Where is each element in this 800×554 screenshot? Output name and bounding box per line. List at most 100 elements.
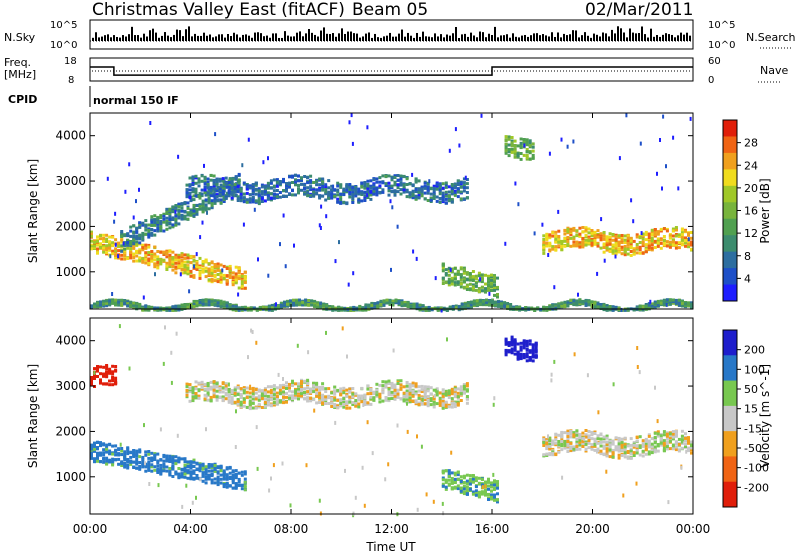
heatmap-cell bbox=[126, 257, 130, 260]
heatmap-cell bbox=[251, 195, 255, 199]
heatmap-cell bbox=[171, 210, 175, 214]
heatmap-cell bbox=[243, 286, 247, 290]
noise-bar bbox=[473, 35, 475, 41]
heatmap-cell bbox=[108, 240, 112, 244]
heatmap-cell bbox=[525, 140, 529, 144]
heatmap-cell bbox=[459, 273, 463, 277]
heatmap-cell bbox=[215, 182, 219, 186]
heatmap-cell bbox=[191, 180, 195, 184]
heatmap-cell bbox=[504, 241, 507, 246]
heatmap-cell bbox=[153, 455, 157, 459]
heatmap-cell bbox=[233, 182, 237, 186]
heatmap-cell bbox=[120, 238, 124, 242]
date-label: 02/Mar/2011 bbox=[585, 0, 693, 20]
heatmap-cell bbox=[162, 469, 166, 473]
heatmap-cell bbox=[177, 472, 181, 476]
heatmap-cell bbox=[153, 214, 157, 218]
heatmap-cell bbox=[285, 182, 288, 185]
heatmap-cell bbox=[201, 210, 205, 214]
heatmap-cell bbox=[239, 190, 243, 194]
noise-bar bbox=[599, 36, 601, 41]
heatmap-cell bbox=[641, 240, 645, 244]
heatmap-cell bbox=[215, 195, 219, 198]
heatmap-cell bbox=[228, 484, 232, 488]
heatmap-cell bbox=[462, 183, 466, 187]
heatmap-cell bbox=[454, 306, 458, 310]
heatmap-cell bbox=[201, 474, 205, 478]
heatmap-cell bbox=[336, 197, 340, 201]
heatmap-cell bbox=[405, 190, 409, 194]
heatmap-cell bbox=[177, 214, 181, 218]
noise-bar bbox=[218, 34, 220, 41]
noise-bar bbox=[623, 32, 625, 41]
noise-bar bbox=[341, 28, 343, 41]
heatmap-cell bbox=[444, 273, 448, 277]
heatmap-cell bbox=[174, 267, 178, 271]
heatmap-cell bbox=[191, 175, 195, 179]
noise-bar bbox=[614, 33, 616, 41]
heatmap-cell bbox=[153, 254, 157, 258]
heatmap-cell bbox=[180, 255, 184, 259]
heatmap-cell bbox=[590, 232, 594, 235]
heatmap-cell bbox=[204, 266, 208, 270]
heatmap-cell bbox=[414, 197, 418, 201]
noise-bar bbox=[251, 37, 253, 41]
heatmap-cell bbox=[459, 275, 463, 279]
heatmap-cell bbox=[210, 481, 214, 485]
noise-bar bbox=[419, 36, 421, 41]
heatmap-cell bbox=[611, 308, 615, 312]
heatmap-cell bbox=[519, 143, 523, 147]
heatmap-cell bbox=[102, 448, 106, 452]
heatmap-cell bbox=[285, 184, 288, 188]
heatmap-cell bbox=[168, 454, 172, 458]
heatmap-cell bbox=[480, 278, 484, 281]
heatmap-cell bbox=[584, 243, 588, 247]
heatmap-cell bbox=[225, 267, 229, 270]
heatmap-cell bbox=[414, 187, 418, 191]
heatmap-cell bbox=[485, 303, 488, 307]
heatmap-cell bbox=[644, 243, 648, 247]
heatmap-cell bbox=[180, 303, 184, 307]
heatmap-cell bbox=[185, 183, 189, 187]
heatmap-cell bbox=[240, 280, 244, 284]
heatmap-cell bbox=[674, 244, 678, 248]
heatmap-cell bbox=[518, 306, 522, 309]
heatmap-cell bbox=[351, 188, 355, 192]
heatmap-cell bbox=[460, 305, 464, 309]
noise-bar bbox=[128, 34, 130, 41]
heatmap-cell bbox=[138, 466, 142, 470]
heatmap-cell bbox=[174, 271, 178, 275]
heatmap-cell bbox=[316, 303, 320, 307]
heatmap-cell bbox=[528, 144, 532, 147]
heatmap-cell bbox=[581, 300, 585, 304]
heatmap-cell bbox=[429, 196, 433, 200]
heatmap-cell bbox=[272, 178, 276, 182]
heatmap-cell bbox=[159, 214, 163, 218]
heatmap-cell bbox=[282, 179, 285, 183]
heatmap-cell bbox=[105, 459, 109, 463]
heatmap-cell bbox=[272, 196, 276, 200]
heatmap-cell bbox=[203, 163, 205, 168]
heatmap-cell bbox=[210, 277, 214, 281]
heatmap-cell bbox=[300, 182, 303, 186]
heatmap-cell bbox=[366, 186, 370, 190]
heatmap-cell bbox=[224, 196, 228, 200]
heatmap-cell bbox=[225, 485, 229, 489]
heatmap-cell bbox=[144, 258, 148, 262]
heatmap-cell bbox=[230, 192, 234, 196]
heatmap-cell bbox=[294, 173, 297, 177]
heatmap-cell bbox=[286, 302, 289, 306]
heatmap-cell bbox=[212, 391, 216, 395]
heatmap-cell bbox=[114, 247, 118, 251]
heatmap-cell bbox=[297, 174, 300, 178]
heatmap-cell bbox=[249, 306, 253, 310]
heatmap-cell bbox=[468, 272, 472, 275]
heatmap-cell bbox=[306, 181, 310, 185]
power-colorbar-label: Power [dB] bbox=[758, 178, 772, 243]
heatmap-cell bbox=[233, 187, 237, 191]
heatmap-cell bbox=[224, 176, 228, 180]
heatmap-cell bbox=[241, 163, 244, 168]
heatmap-cell bbox=[206, 177, 210, 181]
heatmap-cell bbox=[192, 471, 196, 475]
heatmap-cell bbox=[168, 257, 172, 261]
